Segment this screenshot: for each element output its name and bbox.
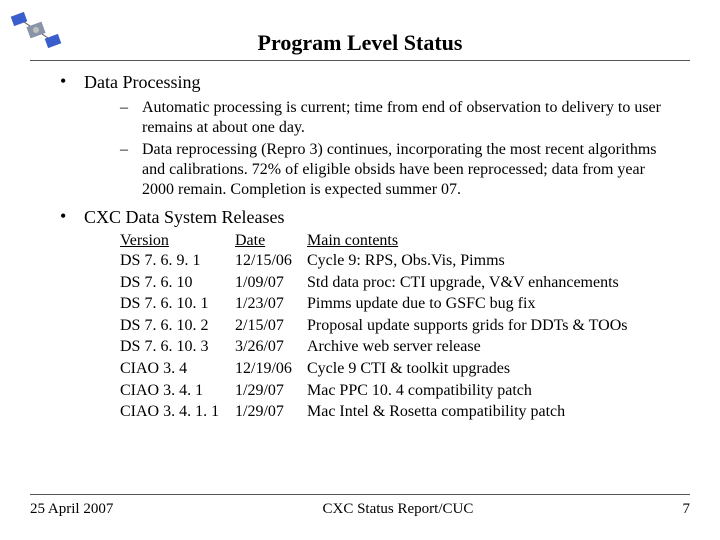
sub-list-1: – Automatic processing is current; time … (60, 98, 680, 200)
table-row: CIAO 3. 4. 11/29/07Mac PPC 10. 4 compati… (120, 380, 680, 402)
section-heading-text: Data Processing (84, 71, 200, 94)
cell-date: 12/19/06 (235, 358, 307, 380)
cell-version: CIAO 3. 4. 1 (120, 380, 235, 402)
footer: 25 April 2007 CXC Status Report/CUC 7 (30, 494, 690, 518)
dash-icon: – (120, 140, 142, 160)
col-header-version: Version (120, 232, 235, 250)
section-heading-2: • CXC Data System Releases (60, 206, 680, 229)
table-row: DS 7. 6. 9. 112/15/06Cycle 9: RPS, Obs.V… (120, 250, 680, 272)
cell-date: 1/29/07 (235, 401, 307, 423)
content-area: • Data Processing – Automatic processing… (30, 71, 690, 423)
divider-bottom (30, 494, 690, 495)
table-row: CIAO 3. 4. 1. 11/29/07Mac Intel & Rosett… (120, 401, 680, 423)
cell-version: CIAO 3. 4 (120, 358, 235, 380)
release-table: Version Date Main contents DS 7. 6. 9. 1… (60, 232, 680, 423)
list-item-text: Data reprocessing (Repro 3) continues, i… (142, 140, 670, 200)
cell-date: 12/15/06 (235, 250, 307, 272)
col-header-contents: Main contents (307, 232, 680, 250)
table-header-row: Version Date Main contents (120, 232, 680, 250)
table-row: CIAO 3. 412/19/06Cycle 9 CTI & toolkit u… (120, 358, 680, 380)
page-title: Program Level Status (30, 30, 690, 56)
cell-version: DS 7. 6. 10. 1 (120, 293, 235, 315)
footer-date: 25 April 2007 (30, 501, 113, 518)
cell-date: 1/09/07 (235, 272, 307, 294)
table-body: DS 7. 6. 9. 112/15/06Cycle 9: RPS, Obs.V… (120, 250, 680, 423)
cell-date: 2/15/07 (235, 315, 307, 337)
cell-contents: Mac Intel & Rosetta compatibility patch (307, 401, 680, 423)
cell-contents: Pimms update due to GSFC bug fix (307, 293, 680, 315)
list-item-text: Automatic processing is current; time fr… (142, 98, 670, 138)
col-header-date: Date (235, 232, 307, 250)
cell-version: DS 7. 6. 10. 2 (120, 315, 235, 337)
list-item: – Data reprocessing (Repro 3) continues,… (120, 140, 670, 200)
divider-top (30, 60, 690, 61)
footer-title: CXC Status Report/CUC (113, 501, 682, 518)
cell-contents: Proposal update supports grids for DDTs … (307, 315, 680, 337)
bullet-icon: • (60, 71, 84, 93)
satellite-icon (6, 6, 66, 56)
bullet-icon: • (60, 206, 84, 228)
cell-contents: Std data proc: CTI upgrade, V&V enhancem… (307, 272, 680, 294)
cell-version: DS 7. 6. 9. 1 (120, 250, 235, 272)
section-heading-1: • Data Processing (60, 71, 680, 94)
cell-contents: Mac PPC 10. 4 compatibility patch (307, 380, 680, 402)
footer-page: 7 (683, 501, 691, 518)
cell-contents: Cycle 9: RPS, Obs.Vis, Pimms (307, 250, 680, 272)
cell-version: CIAO 3. 4. 1. 1 (120, 401, 235, 423)
cell-version: DS 7. 6. 10 (120, 272, 235, 294)
cell-date: 1/29/07 (235, 380, 307, 402)
list-item: – Automatic processing is current; time … (120, 98, 670, 138)
table-row: DS 7. 6. 10. 11/23/07Pimms update due to… (120, 293, 680, 315)
dash-icon: – (120, 98, 142, 118)
cell-contents: Cycle 9 CTI & toolkit upgrades (307, 358, 680, 380)
section-heading-text: CXC Data System Releases (84, 206, 284, 229)
cell-date: 1/23/07 (235, 293, 307, 315)
table-row: DS 7. 6. 101/09/07Std data proc: CTI upg… (120, 272, 680, 294)
cell-contents: Archive web server release (307, 336, 680, 358)
cell-version: DS 7. 6. 10. 3 (120, 336, 235, 358)
table-row: DS 7. 6. 10. 33/26/07Archive web server … (120, 336, 680, 358)
cell-date: 3/26/07 (235, 336, 307, 358)
table-row: DS 7. 6. 10. 22/15/07Proposal update sup… (120, 315, 680, 337)
